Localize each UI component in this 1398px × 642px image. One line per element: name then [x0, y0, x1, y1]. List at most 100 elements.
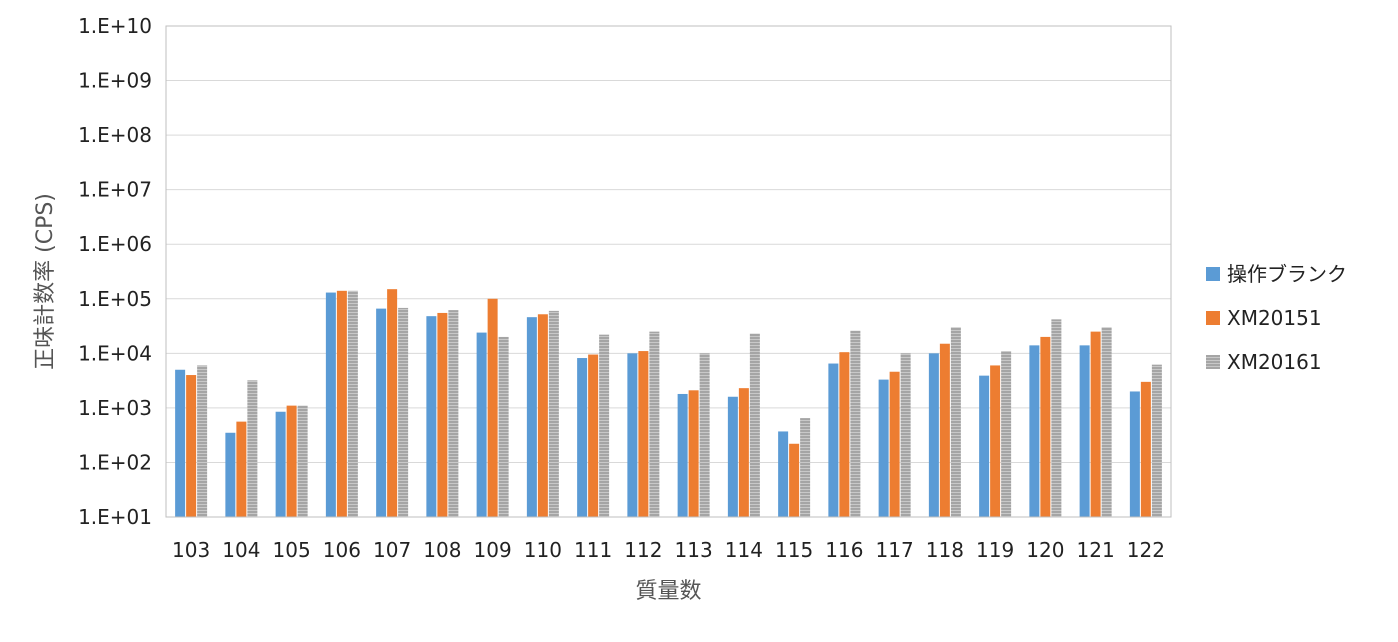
bar-1 [186, 375, 197, 517]
bar-2 [900, 353, 911, 517]
x-axis-title: 質量数 [635, 579, 701, 604]
bar-1 [839, 352, 850, 517]
bar-0 [376, 308, 387, 517]
x-tick-label: 105 [273, 538, 311, 562]
x-tick-label: 118 [926, 538, 964, 562]
y-tick-label: 1.E+07 [78, 178, 152, 202]
bar-0 [1079, 345, 1090, 517]
bar-0 [828, 363, 839, 517]
legend: 操作ブランク XM20151 XM20161 [1206, 262, 1347, 374]
bar-1 [387, 289, 398, 517]
bar-1 [789, 443, 800, 517]
bar-2 [1051, 319, 1062, 517]
x-tick-label: 117 [876, 538, 914, 562]
y-tick-label: 1.E+01 [78, 505, 152, 529]
bar-1 [688, 390, 699, 517]
bar-1 [889, 371, 900, 517]
y-tick-label: 1.E+03 [78, 396, 152, 420]
x-tick-label: 115 [775, 538, 813, 562]
legend-label: XM20151 [1227, 306, 1322, 330]
bar-1 [939, 343, 950, 517]
bar-0 [778, 431, 789, 517]
bar-1 [286, 405, 297, 517]
bar-2 [950, 327, 961, 517]
bar-2 [247, 380, 258, 517]
bar-2 [548, 310, 559, 517]
bar-0 [928, 353, 939, 517]
bar-1 [588, 354, 599, 517]
bar-2 [749, 333, 760, 517]
bar-2 [800, 418, 811, 517]
gridlines [166, 25, 1171, 518]
bar-0 [979, 375, 990, 517]
bar-0 [526, 317, 537, 517]
bar-1 [487, 298, 498, 517]
x-tick-label: 103 [172, 538, 210, 562]
bar-0 [878, 379, 889, 517]
x-tick-label: 112 [624, 538, 662, 562]
bar-1 [236, 421, 247, 517]
y-axis-ticks: 1.E+01 1.E+02 1.E+03 1.E+04 1.E+05 1.E+06 1.E+… [78, 14, 152, 529]
bar-2 [398, 307, 409, 517]
y-tick-label: 1.E+09 [78, 69, 152, 93]
x-tick-label: 109 [474, 538, 512, 562]
bar-0 [225, 432, 236, 517]
bar-0 [325, 292, 336, 517]
legend-swatch [1206, 267, 1220, 281]
y-tick-label: 1.E+10 [78, 14, 152, 38]
x-tick-label: 110 [524, 538, 562, 562]
y-axis-title: 正味計数率 (CPS) [33, 193, 58, 370]
bars [175, 289, 1162, 517]
bar-2 [1151, 364, 1162, 517]
x-tick-label: 120 [1026, 538, 1064, 562]
bar-1 [638, 351, 649, 517]
bar-1 [738, 388, 749, 517]
x-tick-label: 104 [222, 538, 260, 562]
y-tick-label: 1.E+06 [78, 232, 152, 256]
bar-2 [347, 290, 358, 517]
bar-2 [197, 365, 208, 517]
legend-swatch [1206, 311, 1220, 325]
bar-2 [699, 353, 710, 517]
bar-2 [649, 331, 660, 517]
x-tick-label: 108 [423, 538, 461, 562]
x-tick-label: 116 [825, 538, 863, 562]
x-tick-label: 121 [1077, 538, 1115, 562]
x-tick-label: 107 [373, 538, 411, 562]
x-tick-label: 113 [675, 538, 713, 562]
bar-1 [1140, 381, 1151, 517]
bar-1 [437, 312, 448, 517]
y-tick-label: 1.E+05 [78, 287, 152, 311]
y-tick-label: 1.E+08 [78, 123, 152, 147]
bar-2 [599, 334, 610, 517]
bar-2 [1101, 327, 1112, 517]
bar-1 [990, 365, 1001, 517]
bar-0 [426, 316, 437, 517]
bar-2 [498, 336, 509, 517]
bar-0 [577, 358, 588, 517]
bar-2 [448, 310, 459, 517]
legend-swatch [1206, 355, 1220, 369]
bar-0 [727, 396, 738, 517]
bar-0 [175, 369, 186, 517]
bar-1 [336, 290, 347, 517]
x-tick-label: 106 [323, 538, 361, 562]
x-tick-label: 119 [976, 538, 1014, 562]
legend-label: 操作ブランク [1227, 262, 1347, 286]
bar-2 [297, 405, 308, 517]
bar-2 [850, 330, 861, 517]
y-tick-label: 1.E+02 [78, 450, 152, 474]
y-tick-label: 1.E+04 [78, 341, 152, 365]
bar-0 [627, 353, 638, 517]
x-tick-label: 114 [725, 538, 763, 562]
bar-0 [476, 332, 487, 517]
bar-1 [1040, 336, 1051, 517]
plot-area [165, 25, 1172, 518]
bar-0 [1029, 345, 1040, 517]
bar-1 [537, 314, 548, 517]
bar-1 [1090, 331, 1101, 517]
bar-0 [677, 393, 688, 517]
bar-2 [1001, 351, 1012, 517]
